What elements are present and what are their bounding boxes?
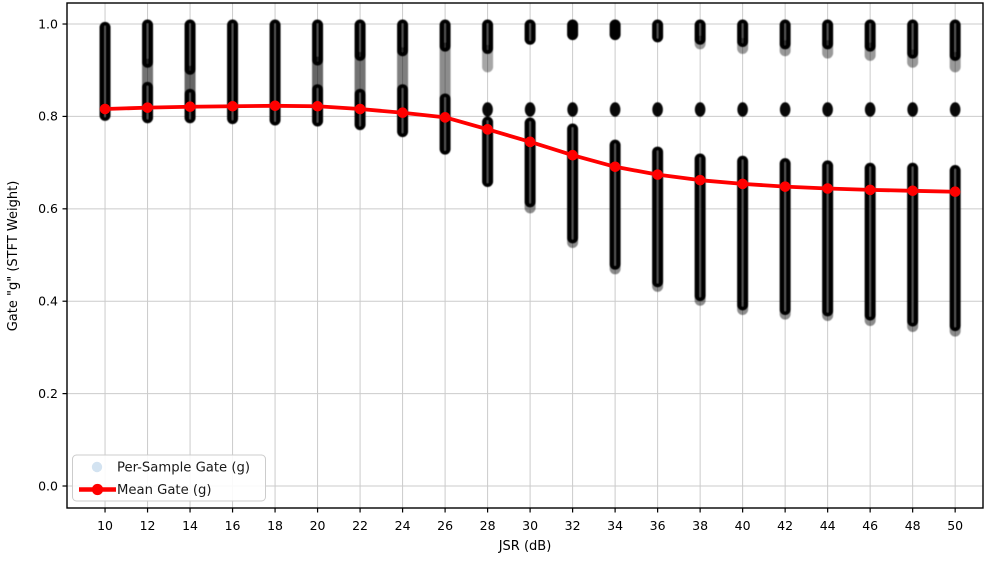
mean-point-x32 [567,149,578,161]
x-tick-label-46: 46 [862,518,878,533]
strip-x22-seg1 [354,51,366,98]
mean-line-layer [99,100,961,198]
mean-point-x14 [184,101,196,113]
legend-label-per-sample: Per-Sample Gate (g) [117,461,250,476]
strip-x32-seg0 [567,19,579,41]
x-tick-label-10: 10 [97,518,113,533]
x-tick-label-44: 44 [820,518,836,533]
outlier-cluster-x38 [694,102,706,117]
strip-x38-seg1 [694,35,706,50]
x-tick-label-30: 30 [522,518,538,533]
strip-x44-seg1 [822,40,834,59]
mean-point-x16 [227,100,238,112]
mean-point-x48 [907,185,918,197]
plot-border [66,2,984,509]
mean-point-x20 [312,100,323,112]
x-tick-label-16: 16 [225,518,241,533]
x-tick-label-38: 38 [692,518,708,533]
strip-x34-seg0 [609,19,621,41]
x-tick-label-24: 24 [395,518,411,533]
strip-x42-seg1 [779,40,791,57]
outlier-cluster-x50 [949,102,961,117]
legend: Per-Sample Gate (g) Mean Gate (g) [72,454,266,502]
mean-point-x50 [949,186,961,198]
outlier-cluster-x28 [482,102,493,117]
x-axis-label: JSR (dB) [498,539,552,554]
outlier-cluster-x46 [864,102,876,117]
x-tick-label-14: 14 [182,518,198,533]
y-tick-label-0.4: 0.4 [38,294,58,309]
x-tick-label-22: 22 [352,518,368,533]
y-tick-label-0.2: 0.2 [38,386,58,401]
x-tick-label-26: 26 [437,518,453,533]
outlier-cluster-x48 [907,102,918,117]
mean-point-x38 [694,174,706,186]
mean-point-x12 [142,102,153,113]
x-tick-label-36: 36 [650,518,666,533]
mean-point-x40 [737,178,748,190]
x-tick-label-48: 48 [905,518,921,533]
outlier-cluster-x32 [567,102,578,117]
grid-layer [67,3,983,508]
tick-marks-layer [62,23,956,513]
outlier-cluster-x36 [652,102,663,117]
y-tick-label-0: 0.0 [38,478,58,493]
mean-point-x10 [99,103,111,115]
x-tick-label-50: 50 [947,518,963,533]
y-tick-label-0.8: 0.8 [38,109,58,124]
strip-x20-seg1 [312,56,324,94]
mean-point-x30 [524,136,536,148]
outlier-cluster-x44 [822,102,833,117]
strip-x48-seg1 [907,49,919,68]
y-tick-label-1: 1.0 [38,16,58,31]
y-tick-label-0.6: 0.6 [38,201,58,216]
strip-x50-seg1 [949,51,961,73]
mean-point-x26 [439,112,451,123]
x-tick-label-18: 18 [267,518,283,533]
strip-x28-seg1 [482,44,494,73]
legend-mean-marker-icon [91,483,104,496]
outlier-cluster-x30 [524,102,536,117]
mean-point-x18 [269,100,281,112]
x-tick-label-12: 12 [140,518,156,533]
legend-box [72,454,266,502]
mean-point-x28 [482,124,493,135]
strip-x40-seg1 [737,38,749,54]
outlier-cluster-x40 [737,102,748,117]
tick-labels-layer: 10 12 14 16 18 20 22 24 26 28 30 32 34 36 38 40 42 44 46 48… [38,16,963,533]
legend-label-mean: Mean Gate (g) [117,483,212,498]
mean-point-x34 [609,161,621,173]
mean-point-x36 [652,169,663,180]
legend-per-sample-marker-icon [91,461,103,473]
x-tick-label-42: 42 [777,518,793,533]
mean-point-x44 [822,183,833,194]
strip-x26-seg1 [439,42,451,103]
y-axis-label: Gate "g" (STFT Weight) [6,181,21,332]
x-tick-label-20: 20 [310,518,326,533]
mean-point-x24 [397,107,408,119]
outlier-cluster-x42 [779,102,791,117]
mean-point-x22 [354,103,366,115]
x-tick-label-32: 32 [565,518,581,533]
mean-point-x46 [864,184,876,196]
x-tick-label-40: 40 [735,518,751,533]
strip-x46-seg1 [864,42,876,61]
x-tick-label-34: 34 [607,518,623,533]
mean-point-x42 [779,181,791,192]
strip-x24-seg1 [397,47,409,94]
outlier-cluster-x34 [609,102,621,117]
x-tick-label-28: 28 [480,518,496,533]
